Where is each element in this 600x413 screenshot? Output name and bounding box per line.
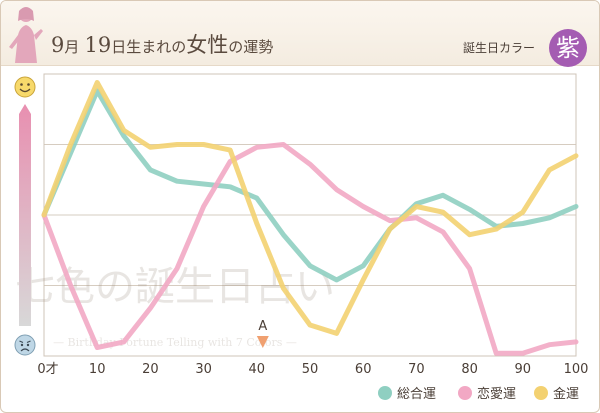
watermark: 七色の誕生日占い — Birthday Fortune Telling with… [15, 264, 335, 349]
fortune-scale [14, 76, 36, 356]
legend-swatch [458, 386, 472, 400]
legend-swatch [534, 386, 548, 400]
woman-silhouette-icon [9, 7, 43, 63]
legend-label: 総合運 [397, 387, 436, 402]
series-line-2 [41, 80, 579, 336]
marker-label: A [258, 319, 267, 334]
series-line-1 [41, 142, 579, 356]
birthday-color-badge: 紫 [549, 29, 587, 67]
x-tick-label: 80 [461, 362, 478, 377]
legend: 総合運 恋愛運 金運 [378, 386, 579, 402]
header: 9月 19日生まれの女性の運勢 誕生日カラー 紫 [1, 1, 599, 67]
legend-label: 金運 [553, 386, 579, 402]
legend-label: 恋愛運 [477, 386, 516, 402]
x-tick-label: 30 [195, 362, 212, 377]
x-tick-label: 100 [564, 362, 589, 377]
series-line-0 [41, 88, 579, 283]
scale-arrow-bar [19, 104, 31, 326]
x-tick-label: 0才 [37, 362, 58, 377]
marker-arrow [256, 336, 269, 348]
x-tick-label: 40 [249, 362, 266, 377]
x-axis-ticks: 0才 10 20 30 40 50 60 70 80 90 100 [37, 362, 588, 377]
x-tick-label: 70 [408, 362, 425, 377]
x-tick-label: 20 [142, 362, 159, 377]
worried-face-icon [14, 334, 36, 356]
legend-swatch [378, 386, 392, 400]
x-tick-label: 10 [89, 362, 106, 377]
birthday-color-label: 誕生日カラー [462, 41, 535, 55]
x-tick-label: 60 [355, 362, 372, 377]
age-marker: A [256, 319, 269, 348]
x-tick-label: 50 [302, 362, 319, 377]
series-lines [41, 80, 579, 356]
x-tick-label: 90 [515, 362, 532, 377]
smiley-face-icon [14, 76, 36, 98]
page-title: 9月 19日生まれの女性の運勢 [51, 33, 274, 57]
